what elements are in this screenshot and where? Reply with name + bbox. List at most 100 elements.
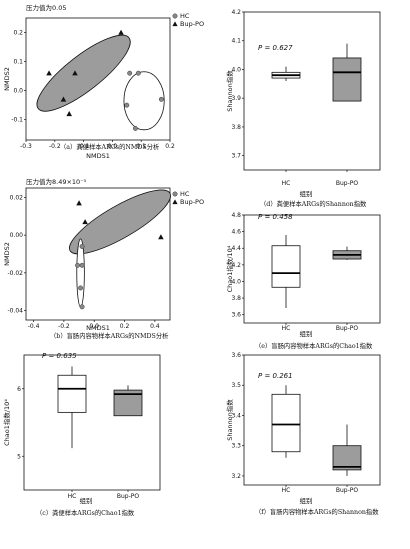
box-panel-e <box>242 214 381 325</box>
x-tick-label: -0.2 <box>49 143 61 150</box>
y-tick-label: -0.04 <box>7 308 23 315</box>
hc-point <box>79 304 85 310</box>
y-tick-label: 0.02 <box>10 194 24 201</box>
nmds-panel-b <box>24 187 178 322</box>
y-tick-label: 4.0 <box>231 66 241 73</box>
category-label: HC <box>282 325 291 332</box>
hc-box <box>57 374 87 413</box>
bup-po-point <box>76 200 82 206</box>
category-label: Bup-PO <box>336 325 359 332</box>
y-axis-label: NMDS2 <box>3 242 11 266</box>
bup-po-confidence-ellipse <box>123 71 165 131</box>
y-tick-label: 4.4 <box>231 245 241 252</box>
y-tick-label: 4.8 <box>231 212 241 219</box>
x-tick-label: 0.1 <box>136 143 146 150</box>
bup-po-point <box>46 70 52 76</box>
hc-point <box>78 285 84 291</box>
y-tick-label: 3.5 <box>231 382 241 389</box>
y-tick-label: 0.0 <box>13 88 23 95</box>
y-tick-label: 0.1 <box>13 59 23 66</box>
bup-po-box <box>332 57 362 102</box>
y-tick-label: 5 <box>17 453 21 460</box>
y-axis-label: Shannon指数 <box>225 70 234 112</box>
x-tick-label: -0.1 <box>78 143 90 150</box>
y-tick-label: 0.00 <box>10 232 24 239</box>
y-axis-label: Shannon指数 <box>225 399 234 441</box>
y-tick-label: 4.2 <box>231 9 241 16</box>
x-axis-label: NMDS1 <box>86 152 110 160</box>
x-tick-label: -0.4 <box>28 323 40 330</box>
bup-po-point <box>60 96 67 102</box>
legend-hc-marker <box>172 13 178 19</box>
x-tick-label: -0.2 <box>58 323 70 330</box>
y-tick-label: 4.2 <box>231 262 241 269</box>
figure-caption: （b）盲肠内容物样本ARGs的NMDS分析 <box>50 331 169 340</box>
x-tick-label: 0.0 <box>108 143 118 150</box>
bup-po-point <box>72 70 78 76</box>
hc-point <box>135 70 141 76</box>
plot-frame <box>243 354 381 486</box>
plot-frame <box>243 214 381 324</box>
stress-annotation: 压力值为8.49×10⁻⁵ <box>26 177 87 186</box>
category-label: HC <box>282 487 291 494</box>
y-tick-label: -0.1 <box>11 117 23 124</box>
figure-caption: （f）盲肠内容物样本ARGs的Shannon指数 <box>255 507 379 516</box>
category-label: HC <box>68 493 77 500</box>
x-tick-label: 0.0 <box>89 323 99 330</box>
x-axis-label: 组别 <box>80 496 93 505</box>
y-tick-label: 4.1 <box>231 38 241 45</box>
y-tick-label: -0.02 <box>7 270 23 277</box>
y-axis-label: NMDS2 <box>3 67 11 91</box>
hc-point <box>158 96 164 102</box>
p-value-label: P = 0.627 <box>258 44 293 52</box>
box-panel-f <box>242 354 381 487</box>
y-tick-label: 3.3 <box>231 443 241 450</box>
figure-caption: （d）粪便样本ARGs的Shannon指数 <box>260 199 367 208</box>
bup-po-point <box>66 111 72 117</box>
hc-point <box>132 125 138 131</box>
x-axis-label: 组别 <box>300 496 313 505</box>
legend-hc-marker <box>172 191 178 197</box>
hc-box <box>271 245 301 288</box>
box-panel-d <box>242 11 381 172</box>
category-label: Bup-PO <box>117 493 140 500</box>
y-tick-label: 3.2 <box>231 473 241 480</box>
legend-bup-po-marker <box>172 199 178 205</box>
legend-hc-label: HC <box>180 12 190 20</box>
plot-frame <box>243 11 381 171</box>
y-tick-label: 0.2 <box>13 30 23 37</box>
x-tick-label: 0.2 <box>165 143 175 150</box>
hc-confidence-ellipse <box>36 34 131 112</box>
hc-point <box>127 70 133 76</box>
x-axis-label: NMDS1 <box>86 324 110 332</box>
y-tick-label: 6 <box>17 386 21 393</box>
hc-point <box>124 102 130 108</box>
figure-caption: （c）粪便样本ARGs的Chao1指数 <box>36 508 135 517</box>
p-value-label: P = 0.635 <box>42 352 77 360</box>
y-tick-label: 3.7 <box>231 153 241 160</box>
hc-point <box>75 262 80 268</box>
x-tick-label: 0.2 <box>120 323 130 330</box>
y-tick-label: 3.8 <box>231 124 241 131</box>
category-label: HC <box>282 180 291 187</box>
plot-frame <box>25 187 171 321</box>
bup-po-point <box>82 219 88 225</box>
p-value-label: P = 0.458 <box>258 213 293 221</box>
x-tick-label: -0.3 <box>20 143 32 150</box>
legend-hc-label: HC <box>180 190 190 198</box>
stress-annotation: 压力值为0.05 <box>26 3 66 12</box>
plot-frame <box>25 17 171 141</box>
figure-caption: （a）粪便样本ARGs的NMDS分析 <box>60 142 160 151</box>
legend-bup-po-label: Bup-PO <box>180 20 204 28</box>
bup-po-box <box>332 445 362 471</box>
category-label: Bup-PO <box>336 180 359 187</box>
y-tick-label: 3.9 <box>231 95 241 102</box>
legend-bup-po-marker <box>172 21 178 27</box>
hc-box <box>271 393 301 453</box>
legend-bup-po-label: Bup-PO <box>180 198 204 206</box>
y-tick-label: 3.8 <box>231 295 241 302</box>
box-panel-c <box>22 354 161 492</box>
bup-po-confidence-ellipse <box>76 238 85 308</box>
nmds-panel-a <box>24 13 178 142</box>
